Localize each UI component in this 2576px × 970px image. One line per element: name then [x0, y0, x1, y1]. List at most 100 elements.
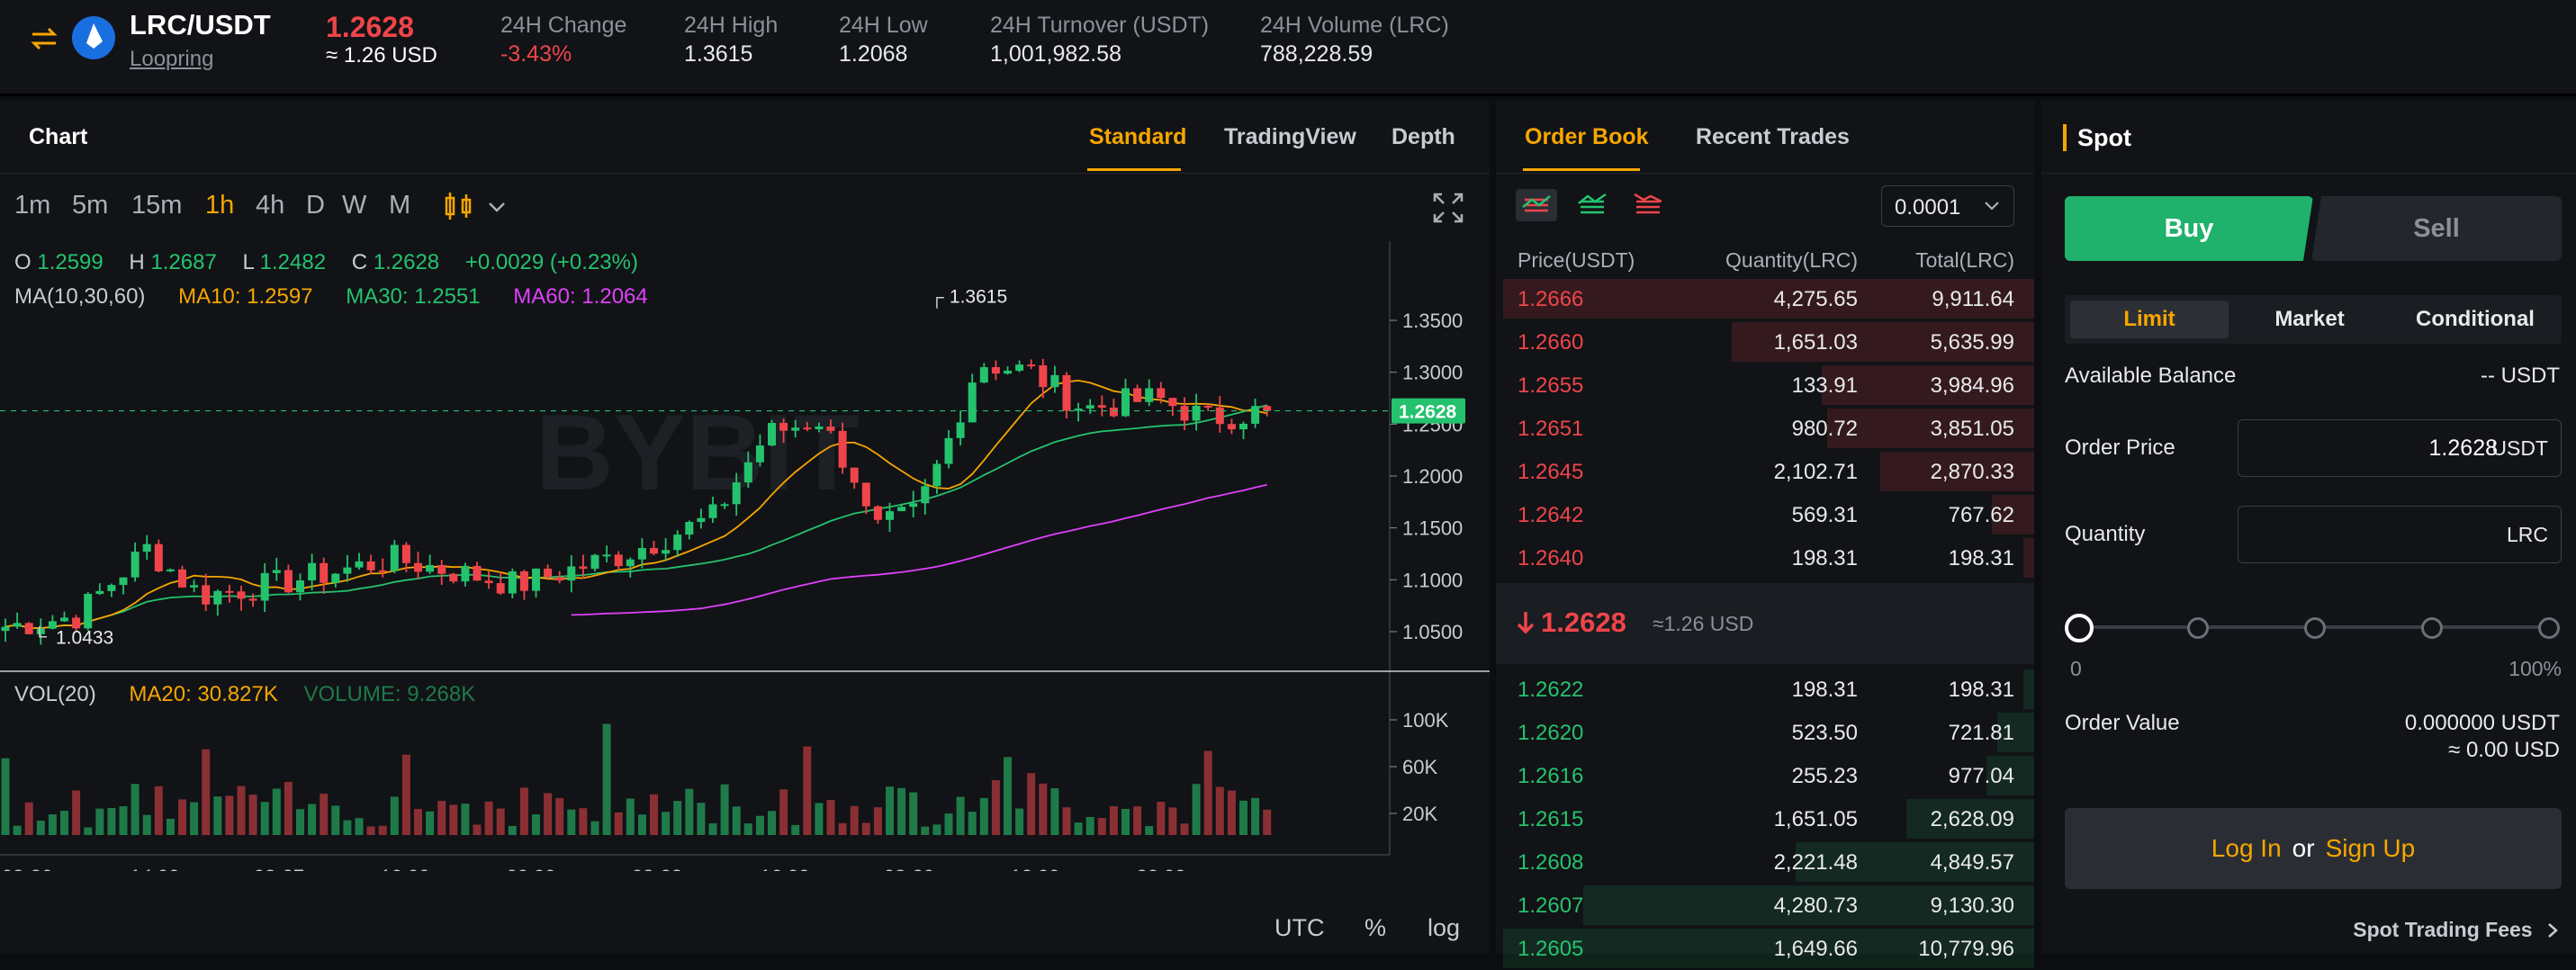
- stat-label-low: 24H Low: [839, 13, 928, 38]
- candle-body: [662, 550, 671, 554]
- volume-bar: [826, 800, 835, 835]
- tab-tradingview[interactable]: TradingView: [1224, 124, 1356, 149]
- candle-body: [1133, 388, 1142, 402]
- ask-row[interactable]: 1.2645 2,102.71 2,870.33: [1496, 450, 2034, 493]
- timeframe-m[interactable]: M: [389, 191, 411, 220]
- row-total: 9,911.64: [1932, 287, 2014, 311]
- ask-row[interactable]: 1.2655 133.91 3,984.96: [1496, 364, 2034, 407]
- slider-step-100[interactable]: [2538, 617, 2560, 639]
- timeframe-1m[interactable]: 1m: [14, 191, 51, 220]
- candle-body: [1027, 364, 1036, 367]
- volume-bar: [1085, 816, 1094, 835]
- tab-standard[interactable]: Standard: [1089, 124, 1187, 149]
- tab-depth[interactable]: Depth: [1392, 124, 1455, 149]
- candle-type-icon[interactable]: [443, 191, 475, 223]
- bid-row[interactable]: 1.2616 255.23 977.04: [1496, 754, 2034, 797]
- timeframe-15m[interactable]: 15m: [131, 191, 183, 220]
- fullscreen-icon[interactable]: [1433, 193, 1464, 223]
- candle-body: [873, 506, 882, 520]
- volume-bar: [272, 788, 281, 835]
- ohlc-l-label: L: [242, 250, 254, 274]
- candle-body: [343, 567, 352, 574]
- footer-log[interactable]: log: [1428, 914, 1461, 941]
- last-price: 1.2628: [326, 11, 414, 43]
- precision-select[interactable]: 0.0001: [1881, 185, 2014, 227]
- timeframe-d[interactable]: D: [306, 191, 325, 220]
- volume-bar: [107, 808, 116, 835]
- quantity-field[interactable]: LRC: [2238, 506, 2562, 563]
- view-asks-icon[interactable]: [1627, 189, 1669, 221]
- time-tick-label: 22:00: [1136, 866, 1185, 871]
- bid-row[interactable]: 1.2620 523.50 721.81: [1496, 711, 2034, 754]
- volume-bar: [544, 793, 553, 835]
- slider-handle[interactable]: [2065, 614, 2094, 642]
- spot-fees-link[interactable]: Spot Trading Fees: [2353, 918, 2560, 942]
- candle-body: [390, 544, 399, 571]
- candle-body: [685, 522, 694, 535]
- quantity-unit: LRC: [2506, 523, 2548, 546]
- view-bids-icon[interactable]: [1572, 189, 1613, 221]
- volume-bar: [944, 813, 953, 835]
- slider-step-75[interactable]: [2421, 617, 2443, 639]
- ask-row[interactable]: 1.2642 569.31 767.62: [1496, 493, 2034, 536]
- pair-name[interactable]: LRC/USDT: [130, 9, 271, 40]
- ask-row[interactable]: 1.2651 980.72 3,851.05: [1496, 407, 2034, 450]
- view-both-icon[interactable]: [1516, 189, 1557, 221]
- swap-pairs-icon[interactable]: [29, 23, 59, 54]
- candle-body: [886, 511, 894, 520]
- ask-row[interactable]: 1.2666 4,275.65 9,911.64: [1496, 277, 2034, 320]
- candle-body: [1, 626, 10, 632]
- timeframe-1h[interactable]: 1h: [205, 191, 235, 220]
- tab-order-book-underline: [1523, 168, 1640, 171]
- candle-body: [743, 462, 752, 483]
- signup-link[interactable]: Sign Up: [2325, 834, 2416, 862]
- footer-utc[interactable]: UTC: [1274, 914, 1325, 941]
- or-text: or: [2292, 834, 2315, 862]
- volume-bar: [590, 821, 599, 835]
- ask-row[interactable]: 1.2660 1,651.03 5,635.99: [1496, 320, 2034, 364]
- candle-body: [72, 617, 81, 629]
- tab-order-book[interactable]: Order Book: [1525, 124, 1649, 149]
- tab-recent-trades[interactable]: Recent Trades: [1696, 124, 1850, 149]
- depth-bar: [1826, 409, 2034, 448]
- bid-row[interactable]: 1.2605 1,649.66 10,779.96: [1496, 927, 2034, 970]
- volume-bar: [886, 786, 894, 835]
- last-price-usd: ≈ 1.26 USD: [326, 43, 437, 67]
- candle-body: [1157, 388, 1166, 399]
- coin-name-link[interactable]: Loopring: [130, 47, 214, 71]
- timeframe-w[interactable]: W: [342, 191, 367, 220]
- bid-row[interactable]: 1.2608 2,221.48 4,849.57: [1496, 840, 2034, 884]
- vol-volume: VOLUME: 9.268K: [303, 682, 476, 706]
- ma30-value: MA30: 1.2551: [346, 284, 481, 309]
- order-price-field[interactable]: 1.2628 USDT: [2238, 419, 2562, 477]
- candle-body: [142, 543, 151, 552]
- amount-slider[interactable]: [2065, 614, 2562, 642]
- bid-row[interactable]: 1.2607 4,280.73 9,130.30: [1496, 884, 2034, 927]
- footer-percent[interactable]: %: [1365, 914, 1387, 941]
- sell-button[interactable]: Sell: [2311, 196, 2562, 261]
- volume-bar: [154, 786, 163, 835]
- timeframe-4h[interactable]: 4h: [256, 191, 285, 220]
- chevron-down-icon[interactable]: [486, 198, 508, 216]
- volume-bar: [1145, 826, 1154, 835]
- candle-body: [426, 564, 435, 572]
- candle-body: [13, 623, 22, 627]
- ask-row[interactable]: 1.2640 198.31 198.31: [1496, 536, 2034, 579]
- candle-body: [449, 573, 458, 582]
- slider-step-25[interactable]: [2187, 617, 2209, 639]
- slider-step-50[interactable]: [2304, 617, 2326, 639]
- volume-bar: [449, 804, 458, 835]
- order-type-limit[interactable]: Limit: [2070, 301, 2229, 338]
- tab-standard-underline: [1087, 168, 1181, 171]
- bid-row[interactable]: 1.2622 198.31 198.31: [1496, 668, 2034, 711]
- price-chart[interactable]: BYBIT 1.35001.30001.25001.20001.15001.10…: [0, 241, 1490, 871]
- timeframe-5m[interactable]: 5m: [72, 191, 109, 220]
- login-link[interactable]: Log In: [2211, 834, 2282, 862]
- buy-button[interactable]: Buy: [2065, 196, 2313, 261]
- order-type-conditional[interactable]: Conditional: [2416, 307, 2535, 331]
- stat-label-volume: 24H Volume (LRC): [1260, 13, 1449, 38]
- order-type-market[interactable]: Market: [2274, 307, 2345, 331]
- row-quantity: 255.23: [1791, 764, 1858, 788]
- ma-legend: MA(10,30,60) MA10: 1.2597 MA30: 1.2551 M…: [14, 284, 648, 310]
- bid-row[interactable]: 1.2615 1,651.05 2,628.09: [1496, 797, 2034, 840]
